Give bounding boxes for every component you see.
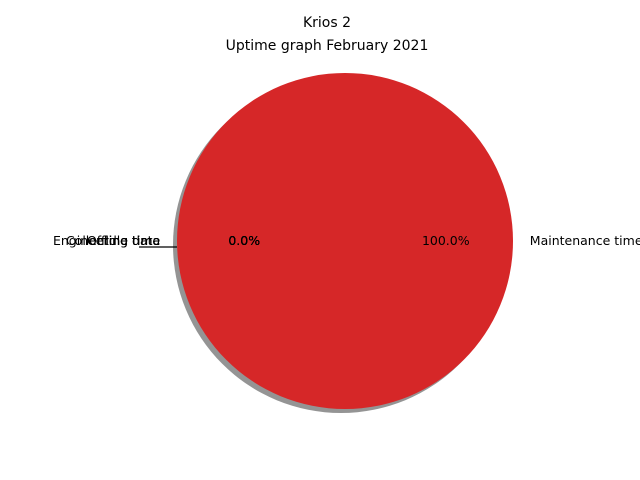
chart-subtitle: Uptime graph February 2021 — [226, 38, 429, 54]
slice-label: Idle time — [105, 233, 160, 248]
pie-slice-maintenance-time — [177, 73, 513, 409]
slice-label: Offline time — [87, 233, 161, 248]
slice-percent-label: 0.0% — [228, 233, 260, 248]
slice-label: Collecting data — [66, 233, 160, 248]
slice-label: Engineering time — [53, 233, 161, 248]
slice-percent-label: 0.0% — [228, 233, 260, 248]
slice-percent-label: 0.0% — [228, 233, 260, 248]
slice-percent-label: 100.0% — [422, 233, 470, 248]
chart-title: Krios 2 — [303, 15, 351, 31]
pie-slices — [139, 73, 513, 413]
slice-percent-label: 0.0% — [228, 233, 260, 248]
slice-label: Maintenance time — [530, 233, 640, 248]
pie-labels: Collecting data 0.0%Idle time 0.0%Engineer… — [53, 233, 640, 248]
